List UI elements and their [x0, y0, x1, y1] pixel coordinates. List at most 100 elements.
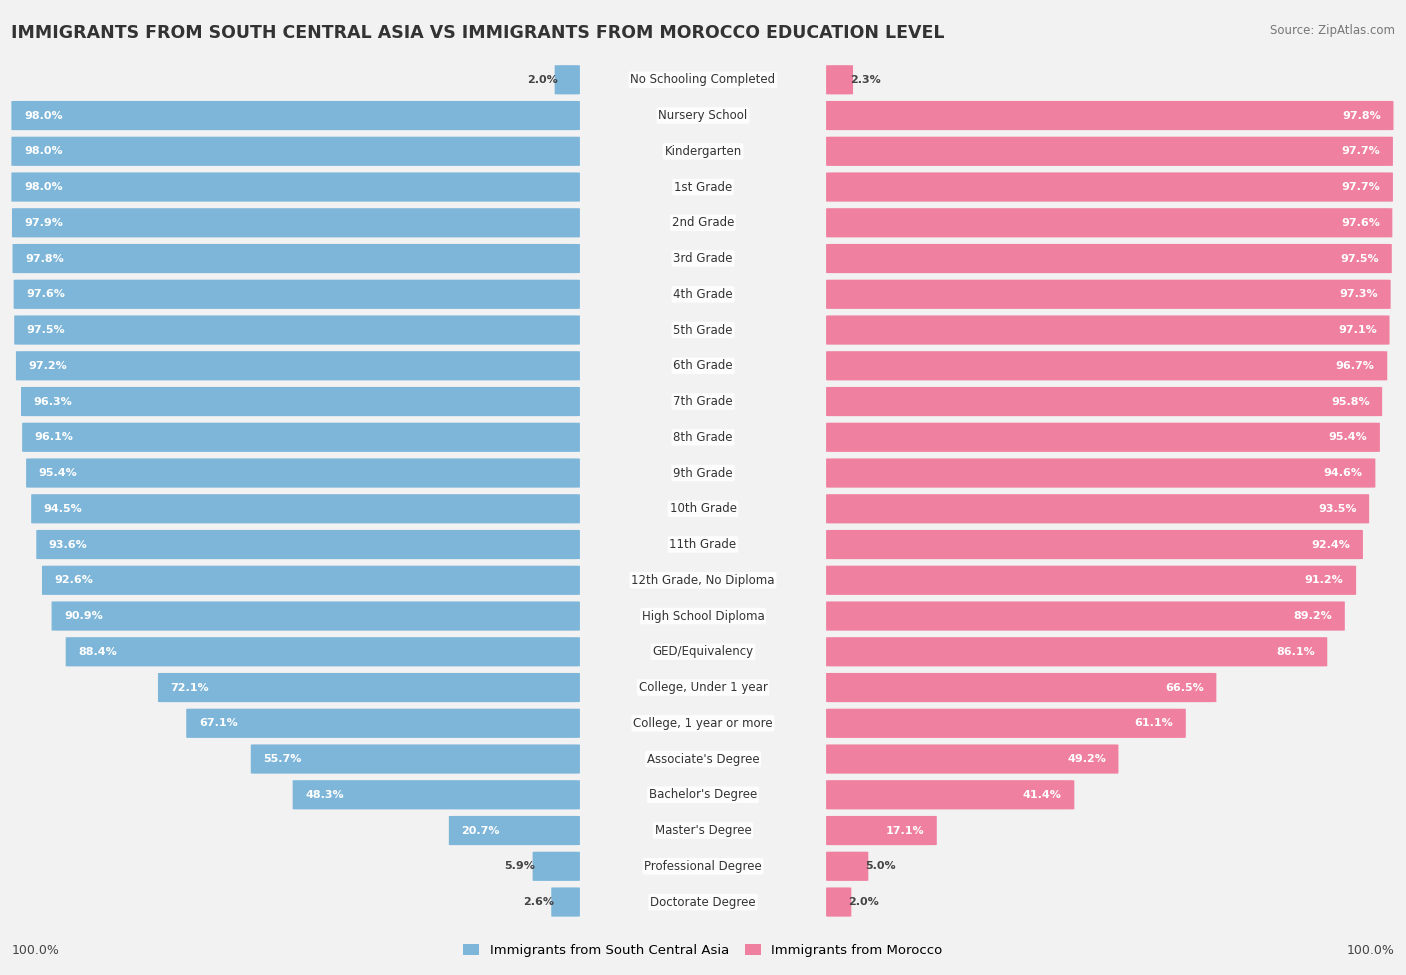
Text: 93.5%: 93.5% — [1317, 504, 1357, 514]
Text: 7th Grade: 7th Grade — [673, 395, 733, 408]
FancyBboxPatch shape — [827, 65, 853, 95]
Text: 17.1%: 17.1% — [886, 826, 924, 836]
Text: 3rd Grade: 3rd Grade — [673, 252, 733, 265]
Text: 95.8%: 95.8% — [1331, 397, 1369, 407]
FancyBboxPatch shape — [827, 101, 1393, 130]
Text: 49.2%: 49.2% — [1067, 754, 1107, 764]
FancyBboxPatch shape — [533, 852, 579, 880]
Text: 5.0%: 5.0% — [866, 861, 896, 872]
FancyBboxPatch shape — [52, 602, 579, 631]
FancyBboxPatch shape — [11, 136, 579, 166]
Text: 5.9%: 5.9% — [505, 861, 536, 872]
Text: 2nd Grade: 2nd Grade — [672, 216, 734, 229]
Text: 55.7%: 55.7% — [263, 754, 302, 764]
Text: 2.0%: 2.0% — [849, 897, 879, 907]
Text: College, 1 year or more: College, 1 year or more — [633, 717, 773, 729]
FancyBboxPatch shape — [827, 423, 1379, 451]
Text: 67.1%: 67.1% — [198, 719, 238, 728]
FancyBboxPatch shape — [15, 351, 579, 380]
Text: 10th Grade: 10th Grade — [669, 502, 737, 515]
Text: 97.6%: 97.6% — [27, 290, 65, 299]
FancyBboxPatch shape — [827, 136, 1393, 166]
Text: Associate's Degree: Associate's Degree — [647, 753, 759, 765]
FancyBboxPatch shape — [827, 244, 1392, 273]
FancyBboxPatch shape — [827, 280, 1391, 309]
FancyBboxPatch shape — [827, 745, 1118, 773]
Text: Bachelor's Degree: Bachelor's Degree — [650, 788, 756, 801]
Text: 97.7%: 97.7% — [1341, 146, 1381, 156]
FancyBboxPatch shape — [827, 351, 1388, 380]
Text: 6th Grade: 6th Grade — [673, 359, 733, 372]
Text: Doctorate Degree: Doctorate Degree — [650, 895, 756, 909]
FancyBboxPatch shape — [186, 709, 579, 738]
FancyBboxPatch shape — [157, 673, 579, 702]
Text: 89.2%: 89.2% — [1294, 611, 1333, 621]
Text: 97.2%: 97.2% — [28, 361, 67, 370]
Text: 20.7%: 20.7% — [461, 826, 501, 836]
Text: 97.3%: 97.3% — [1340, 290, 1378, 299]
FancyBboxPatch shape — [22, 423, 579, 451]
Text: 97.7%: 97.7% — [1341, 182, 1381, 192]
Text: 86.1%: 86.1% — [1277, 646, 1315, 657]
FancyBboxPatch shape — [827, 816, 936, 845]
Text: 94.6%: 94.6% — [1324, 468, 1362, 478]
Text: 11th Grade: 11th Grade — [669, 538, 737, 551]
Text: 4th Grade: 4th Grade — [673, 288, 733, 300]
Text: IMMIGRANTS FROM SOUTH CENTRAL ASIA VS IMMIGRANTS FROM MOROCCO EDUCATION LEVEL: IMMIGRANTS FROM SOUTH CENTRAL ASIA VS IM… — [11, 24, 945, 42]
Text: 96.3%: 96.3% — [34, 397, 72, 407]
FancyBboxPatch shape — [827, 566, 1357, 595]
FancyBboxPatch shape — [827, 887, 852, 916]
Text: 95.4%: 95.4% — [38, 468, 77, 478]
Text: 98.0%: 98.0% — [24, 146, 62, 156]
FancyBboxPatch shape — [827, 530, 1362, 559]
Text: 1st Grade: 1st Grade — [673, 180, 733, 193]
Text: 66.5%: 66.5% — [1166, 682, 1204, 692]
Text: 97.8%: 97.8% — [1343, 110, 1381, 121]
FancyBboxPatch shape — [827, 458, 1375, 488]
FancyBboxPatch shape — [827, 494, 1369, 524]
Text: 97.5%: 97.5% — [1341, 254, 1379, 263]
Text: 93.6%: 93.6% — [49, 539, 87, 550]
FancyBboxPatch shape — [31, 494, 579, 524]
FancyBboxPatch shape — [11, 101, 579, 130]
Text: 97.5%: 97.5% — [27, 325, 65, 335]
Text: 9th Grade: 9th Grade — [673, 466, 733, 480]
Text: 97.8%: 97.8% — [25, 254, 63, 263]
Text: 91.2%: 91.2% — [1305, 575, 1344, 585]
Text: 2.3%: 2.3% — [851, 75, 882, 85]
Text: 61.1%: 61.1% — [1135, 719, 1173, 728]
Text: 88.4%: 88.4% — [79, 646, 117, 657]
FancyBboxPatch shape — [827, 602, 1344, 631]
FancyBboxPatch shape — [827, 709, 1185, 738]
FancyBboxPatch shape — [551, 887, 579, 916]
Text: 8th Grade: 8th Grade — [673, 431, 733, 444]
Text: 2.0%: 2.0% — [527, 75, 557, 85]
Text: 97.9%: 97.9% — [24, 217, 63, 228]
Text: Source: ZipAtlas.com: Source: ZipAtlas.com — [1270, 24, 1395, 37]
Text: 97.1%: 97.1% — [1339, 325, 1376, 335]
Text: 96.1%: 96.1% — [35, 432, 73, 443]
Text: College, Under 1 year: College, Under 1 year — [638, 681, 768, 694]
FancyBboxPatch shape — [37, 530, 579, 559]
Text: 41.4%: 41.4% — [1024, 790, 1062, 799]
Text: 48.3%: 48.3% — [305, 790, 344, 799]
Text: 96.7%: 96.7% — [1336, 361, 1375, 370]
FancyBboxPatch shape — [14, 280, 579, 309]
FancyBboxPatch shape — [827, 316, 1389, 344]
Text: 100.0%: 100.0% — [1347, 944, 1395, 957]
FancyBboxPatch shape — [827, 209, 1392, 237]
FancyBboxPatch shape — [13, 209, 579, 237]
Text: 94.5%: 94.5% — [44, 504, 83, 514]
Text: 92.4%: 92.4% — [1312, 539, 1350, 550]
Text: 98.0%: 98.0% — [24, 110, 62, 121]
Text: 2.6%: 2.6% — [523, 897, 554, 907]
FancyBboxPatch shape — [42, 566, 579, 595]
Text: Kindergarten: Kindergarten — [665, 144, 741, 158]
FancyBboxPatch shape — [27, 458, 579, 488]
FancyBboxPatch shape — [827, 173, 1393, 202]
Text: 12th Grade, No Diploma: 12th Grade, No Diploma — [631, 573, 775, 587]
Text: Professional Degree: Professional Degree — [644, 860, 762, 873]
Legend: Immigrants from South Central Asia, Immigrants from Morocco: Immigrants from South Central Asia, Immi… — [464, 944, 942, 957]
Text: 98.0%: 98.0% — [24, 182, 62, 192]
FancyBboxPatch shape — [14, 316, 579, 344]
